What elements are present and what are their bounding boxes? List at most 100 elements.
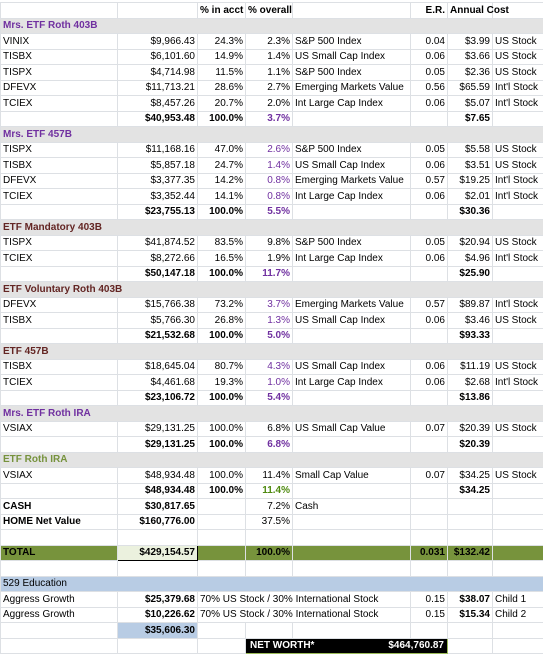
pct-overall: 1.4% [245, 48, 293, 65]
cell [410, 498, 448, 515]
cell [117, 637, 198, 654]
annual-cost: $2.68 [447, 374, 493, 391]
ticker: TISPX [0, 141, 118, 158]
cell [492, 327, 543, 344]
cell [492, 637, 543, 654]
balance: $8,272.66 [117, 250, 198, 267]
pct-overall: 1.4% [245, 157, 293, 174]
pct-acct: 83.5% [197, 234, 246, 251]
annual-cost: $13.86 [447, 389, 493, 406]
expense-ratio: 0.06 [410, 312, 448, 329]
row: VSIAX $29,131.25 100.0% 6.8% US Small Cap Va… [0, 420, 543, 437]
cell [447, 498, 493, 515]
pct-overall: 0.8% [245, 188, 293, 205]
account-name: ETF Voluntary Roth 403B [0, 281, 543, 298]
expense-ratio: 0.15 [410, 606, 448, 623]
expense-ratio: 0.04 [410, 33, 448, 50]
annual-cost: $3.51 [447, 157, 493, 174]
cell [0, 482, 118, 499]
asset-type: Int'l Stock [492, 296, 543, 313]
row: TCIEX $8,457.26 20.7% 2.0% Int Large Cap Ind… [0, 95, 543, 112]
account-name: Mrs. ETF Roth 403B [0, 17, 543, 34]
pct-acct: 14.1% [197, 188, 246, 205]
balance: $48,934.48 [117, 467, 198, 484]
expense-ratio: 0.06 [410, 374, 448, 391]
asset-type: US Stock [492, 64, 543, 81]
cell [0, 389, 118, 406]
annual-cost: $11.19 [447, 358, 493, 375]
label: CASH [0, 498, 118, 515]
cell [492, 265, 543, 282]
pct-overall: 9.8% [245, 234, 293, 251]
asset-type: US Stock [492, 33, 543, 50]
pct-overall: 37.5% [245, 513, 293, 530]
cell [492, 622, 543, 639]
pct-acct: 100.0% [197, 327, 246, 344]
asset-type: US Stock [492, 48, 543, 65]
row: $29,131.25 100.0% 6.8% $20.39 [0, 436, 543, 453]
row: Mrs. ETF Roth IRA [0, 405, 543, 422]
ticker: TISBX [0, 157, 118, 174]
index: US Small Cap Index [292, 358, 411, 375]
row: TCIEX $8,272.66 16.5% 1.9% Int Large Cap Ind… [0, 250, 543, 267]
expense-ratio: 0.07 [410, 467, 448, 484]
net-worth-box: NET WORTH* $464,760.87 [245, 637, 448, 654]
account-name: Mrs. ETF 457B [0, 126, 543, 143]
pct-overall: 5.0% [245, 327, 293, 344]
expense-ratio: 0.031 [410, 544, 448, 561]
cell [245, 560, 293, 577]
pct-acct: 20.7% [197, 95, 246, 112]
cell [117, 2, 198, 19]
cell [292, 513, 411, 530]
balance: $3,352.44 [117, 188, 198, 205]
cell [245, 622, 293, 639]
cell [0, 110, 118, 127]
annual-cost: $20.39 [447, 436, 493, 453]
row: $23,106.72 100.0% 5.4% $13.86 [0, 389, 543, 406]
pct-overall: 3.7% [245, 110, 293, 127]
asset-type: US Stock [492, 358, 543, 375]
ticker: VINIX [0, 33, 118, 50]
index: US Small Cap Index [292, 157, 411, 174]
cell [492, 482, 543, 499]
asset-type: Int'l Stock [492, 172, 543, 189]
cell [410, 203, 448, 220]
cell [492, 560, 543, 577]
pct-acct: 28.6% [197, 79, 246, 96]
annual-cost: $2.01 [447, 188, 493, 205]
expense-ratio: 0.15 [410, 591, 448, 608]
cell [410, 513, 448, 530]
cell [292, 389, 411, 406]
ticker: TCIEX [0, 95, 118, 112]
balance: $29,131.25 [117, 420, 198, 437]
pct-acct: 11.5% [197, 64, 246, 81]
col-header: % overall [245, 2, 293, 19]
pct-acct: 47.0% [197, 141, 246, 158]
row: DFEVX $3,377.35 14.2% 0.8% Emerging Markets … [0, 172, 543, 189]
expense-ratio: 0.06 [410, 95, 448, 112]
pct-acct: 100.0% [197, 110, 246, 127]
cell [447, 560, 493, 577]
row: $50,147.18 100.0% 11.7% $25.90 [0, 265, 543, 282]
row: CASH $30,817.65 7.2% Cash [0, 498, 543, 515]
cell [245, 529, 293, 546]
ticker: TISBX [0, 312, 118, 329]
row: TISPX $41,874.52 83.5% 9.8% S&P 500 Index 0.0… [0, 234, 543, 251]
asset-type: Int'l Stock [492, 79, 543, 96]
pct-acct: 14.9% [197, 48, 246, 65]
balance: $15,766.38 [117, 296, 198, 313]
annual-cost: $2.36 [447, 64, 493, 81]
cell [197, 622, 246, 639]
asset-type: Int'l Stock [492, 95, 543, 112]
cell [197, 637, 246, 654]
subtotal: $23,755.13 [117, 203, 198, 220]
index: Int Large Cap Index [292, 188, 411, 205]
cell [492, 498, 543, 515]
subtotal: $40,953.48 [117, 110, 198, 127]
row: DFEVX $15,766.38 73.2% 3.7% Emerging Markets… [0, 296, 543, 313]
ticker: TCIEX [0, 250, 118, 267]
cell [492, 203, 543, 220]
pct-acct: 100.0% [197, 420, 246, 437]
section-name: 529 Education [0, 575, 543, 592]
